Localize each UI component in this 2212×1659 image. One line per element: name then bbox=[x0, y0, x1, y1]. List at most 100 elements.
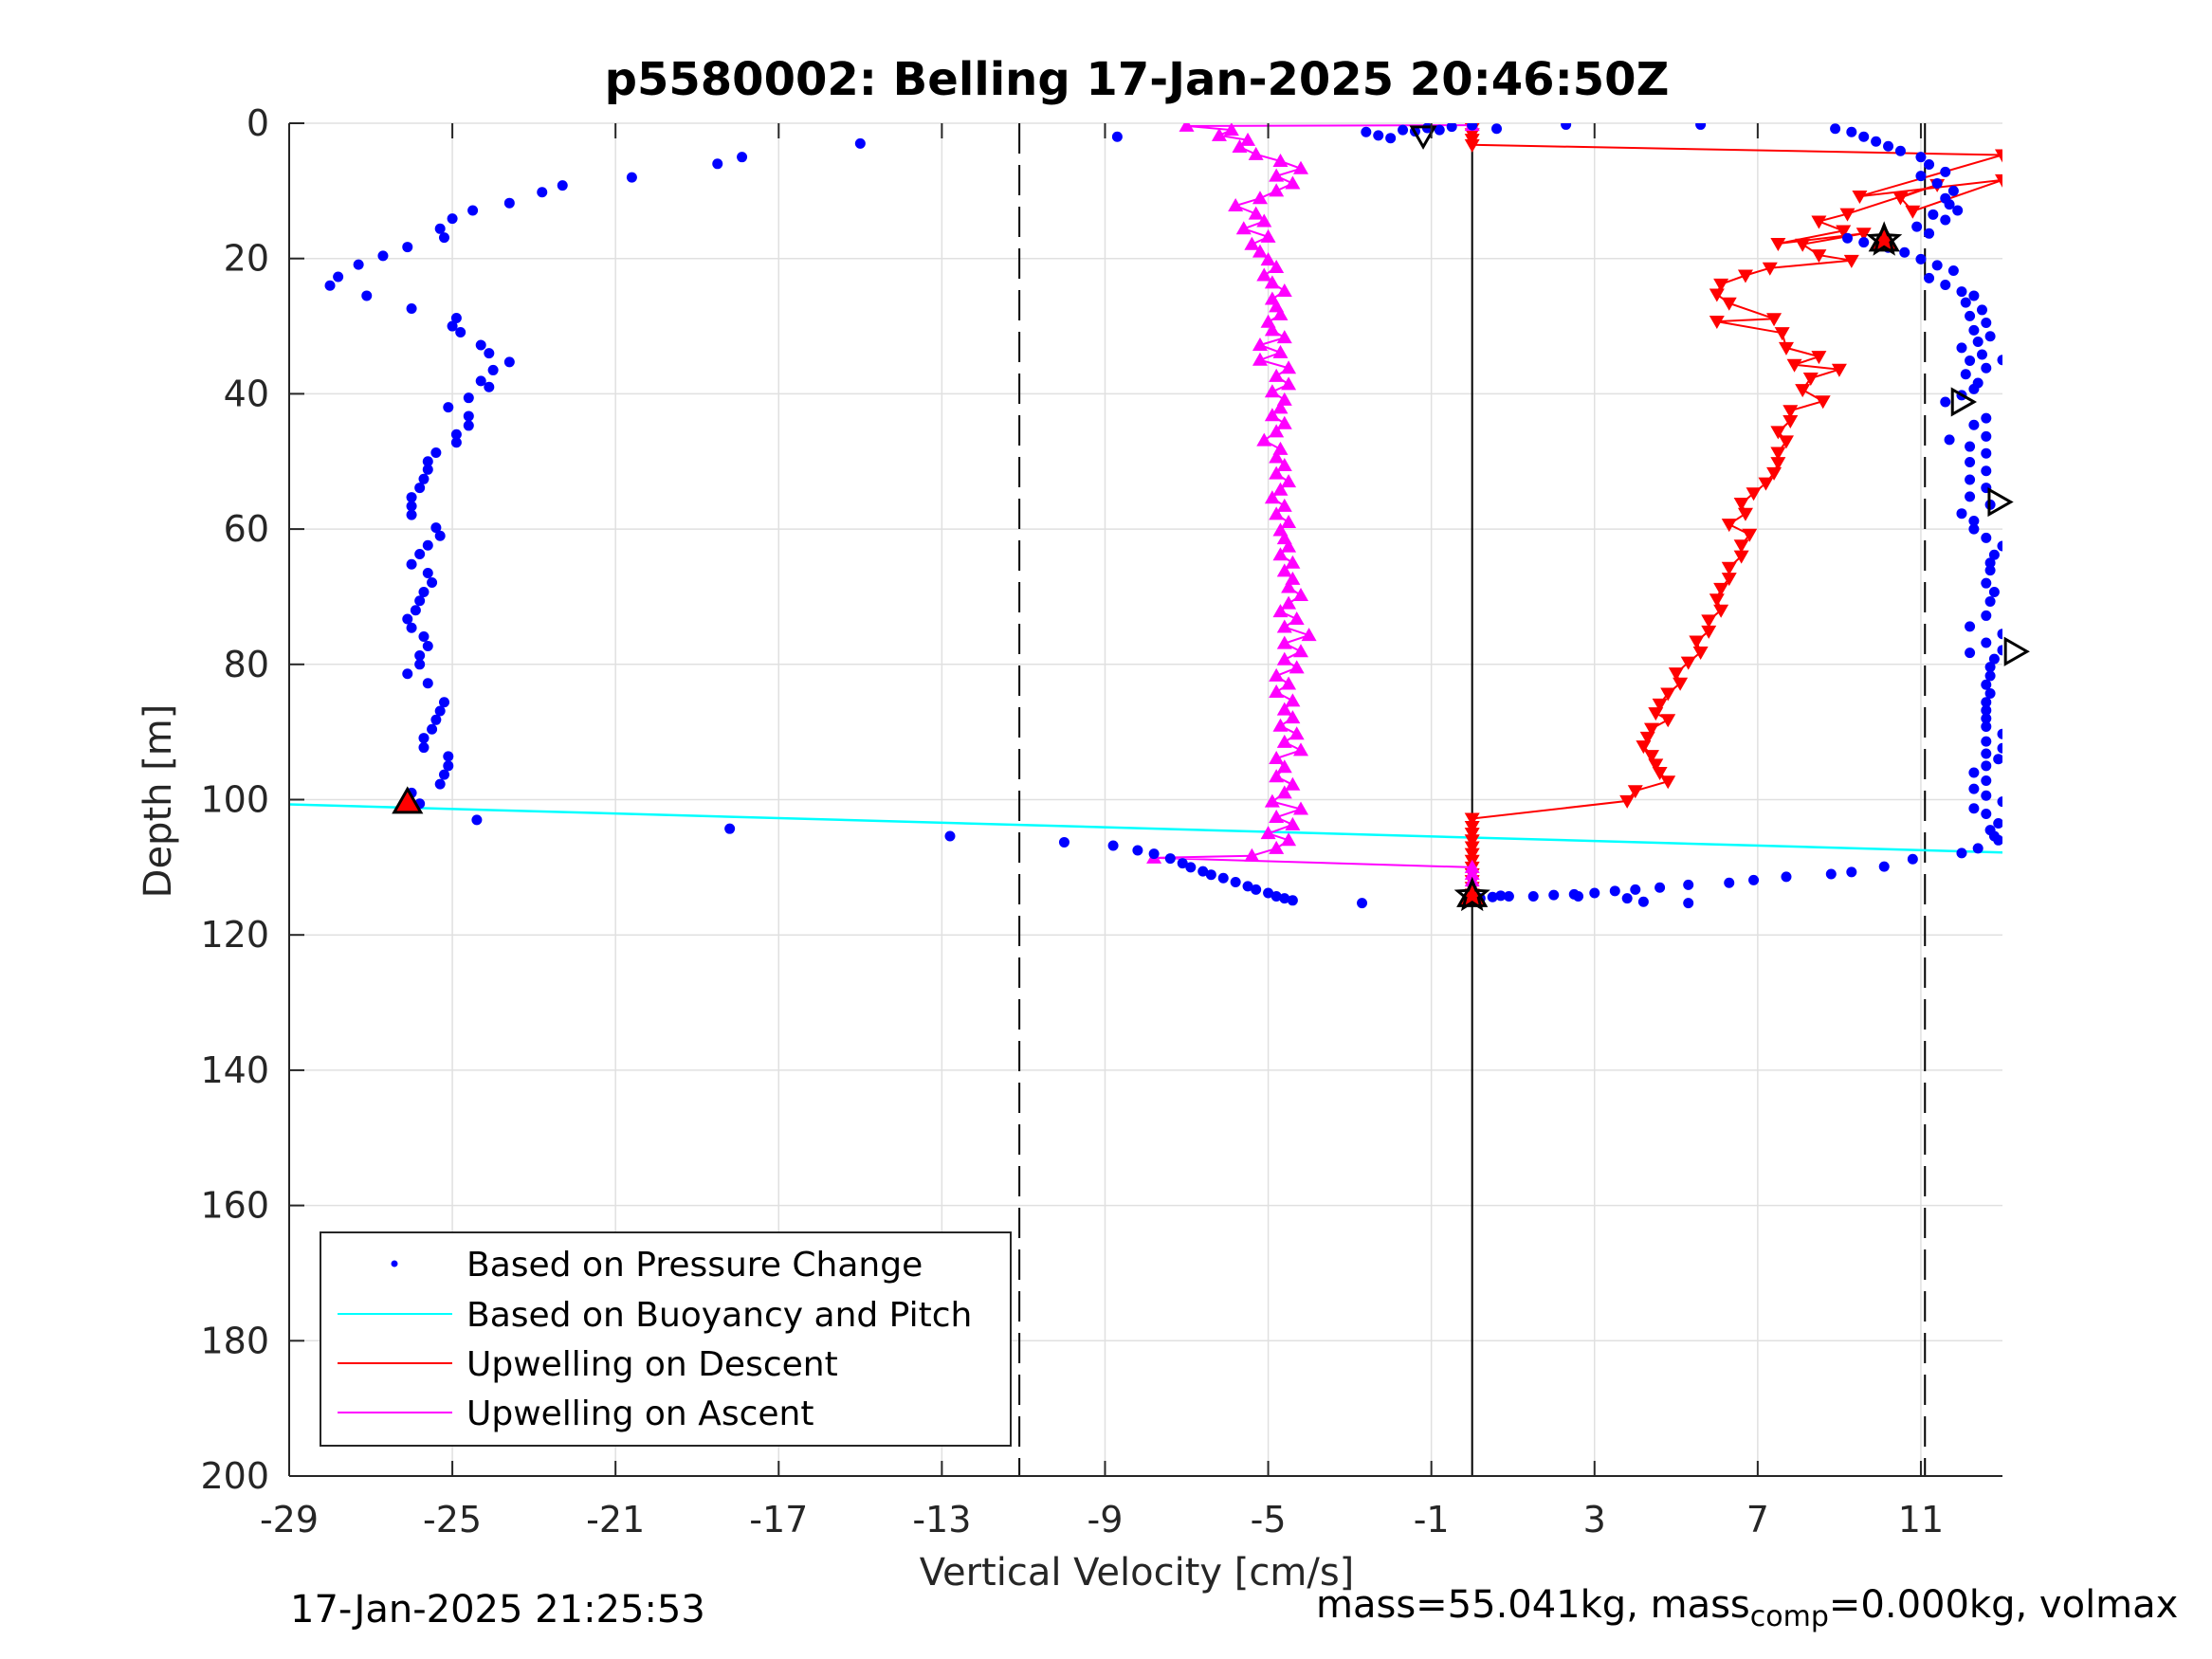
ascent-point bbox=[1269, 368, 1285, 382]
pressure-point bbox=[1271, 891, 1282, 902]
x-tick-label: 7 bbox=[1746, 1499, 1769, 1540]
descent-point bbox=[1721, 573, 1737, 587]
pressure-point bbox=[430, 447, 442, 458]
pressure-point bbox=[1842, 232, 1854, 244]
star-marker bbox=[1866, 221, 1903, 256]
pressure-point bbox=[1915, 171, 1927, 182]
pressure-point bbox=[467, 205, 479, 216]
descent-point bbox=[1733, 550, 1749, 564]
mass-sub: comp bbox=[1749, 1600, 1829, 1633]
ascent-point bbox=[1292, 742, 1308, 757]
pressure-point bbox=[1830, 123, 1841, 135]
ascent-point bbox=[1232, 138, 1248, 153]
pressure-point bbox=[475, 339, 486, 351]
descent-point bbox=[1701, 614, 1717, 629]
ascent-point bbox=[1252, 244, 1268, 258]
pressure-point bbox=[1197, 866, 1209, 877]
pressure-point bbox=[1230, 877, 1241, 888]
pressure-point bbox=[1846, 866, 1857, 878]
pressure-point bbox=[1148, 848, 1160, 860]
pressure-point bbox=[1858, 237, 1870, 248]
pressure-point bbox=[1981, 713, 1992, 724]
descent-point bbox=[1464, 821, 1480, 835]
pressure-point bbox=[1993, 834, 2002, 846]
pressure-point bbox=[1878, 861, 1890, 872]
descent-point bbox=[1464, 828, 1480, 842]
descent-point bbox=[1852, 191, 1868, 205]
pressure-point bbox=[414, 548, 426, 559]
ascent-point bbox=[1276, 283, 1292, 297]
descent-point bbox=[1643, 722, 1659, 737]
descent-point bbox=[1701, 625, 1717, 639]
hollow-right-triangle-marker bbox=[2003, 636, 2030, 666]
ascent-point bbox=[1256, 213, 1272, 228]
pressure-point bbox=[1177, 858, 1188, 869]
pressure-point bbox=[1107, 840, 1119, 851]
ascent-point bbox=[1285, 175, 1301, 190]
pressure-point bbox=[1683, 879, 1694, 890]
pressure-point bbox=[1573, 891, 1584, 902]
y-tick-label: 120 bbox=[200, 914, 269, 956]
descent-point bbox=[1746, 487, 1762, 501]
descent-point bbox=[1660, 687, 1676, 702]
ascent-point bbox=[1264, 384, 1280, 398]
pressure-point bbox=[1997, 355, 2002, 366]
pressure-point bbox=[1883, 140, 1894, 152]
descent-point bbox=[1639, 731, 1655, 745]
ascent-point bbox=[1269, 506, 1285, 520]
pressure-point bbox=[422, 678, 433, 689]
descent-point bbox=[1721, 297, 1737, 311]
axis-layer: -29 -25 -21 -17 -13 -9 -5 -1 3 7 11020406080100120… bbox=[200, 102, 2002, 1540]
descent-point bbox=[1660, 714, 1676, 728]
ascent-point bbox=[1244, 848, 1260, 862]
pressure-point bbox=[1132, 845, 1143, 856]
pressure-point bbox=[443, 402, 454, 413]
ascent-point bbox=[1276, 563, 1292, 577]
ascent-point bbox=[1289, 726, 1305, 740]
pressure-point bbox=[1981, 748, 1992, 759]
pressure-point bbox=[463, 410, 474, 422]
descent-point bbox=[1811, 249, 1827, 264]
pressure-point bbox=[1981, 775, 1992, 787]
pressure-point bbox=[418, 733, 430, 744]
pressure-point bbox=[414, 650, 426, 662]
descent-point bbox=[1648, 758, 1664, 773]
descent-point bbox=[1762, 262, 1778, 276]
pressure-point bbox=[1981, 577, 1992, 589]
descent-point bbox=[1721, 519, 1737, 533]
pressure-point bbox=[1981, 637, 1992, 648]
pressure-point bbox=[447, 320, 458, 332]
x-tick-label: -1 bbox=[1414, 1499, 1450, 1540]
pressure-point bbox=[1924, 228, 1935, 239]
descent-point bbox=[1648, 707, 1664, 721]
pressure-point bbox=[406, 622, 417, 633]
descent-point bbox=[1778, 341, 1794, 356]
pressure-point bbox=[1965, 310, 1976, 321]
pressure-point bbox=[1993, 754, 2002, 765]
pressure-point bbox=[1924, 159, 1935, 171]
pressure-point bbox=[484, 381, 495, 392]
pressure-point bbox=[422, 456, 433, 467]
x-tick-label: -13 bbox=[912, 1499, 971, 1540]
pressure-point bbox=[1981, 465, 1992, 477]
ascent-point bbox=[1256, 432, 1272, 447]
pressure-point bbox=[1956, 508, 1967, 520]
pressure-point bbox=[1589, 887, 1600, 899]
ascent-point bbox=[1269, 299, 1285, 313]
pressure-point bbox=[430, 714, 442, 725]
pressure-point bbox=[1683, 898, 1694, 909]
pressure-point bbox=[422, 539, 433, 551]
pressure-point bbox=[1952, 205, 1964, 216]
pressure-point bbox=[422, 641, 433, 652]
descent-point bbox=[1782, 405, 1799, 419]
pressure-point bbox=[1981, 317, 1992, 328]
pressure-point bbox=[1997, 540, 2002, 552]
pressure-point bbox=[944, 830, 956, 842]
ascent-point bbox=[1276, 785, 1292, 799]
ascent-point bbox=[1281, 474, 1297, 488]
pressure-point bbox=[450, 428, 462, 440]
pressure-point bbox=[463, 420, 474, 431]
pressure-point bbox=[1984, 557, 1996, 569]
pressure-point bbox=[1981, 736, 1992, 747]
ascent-point bbox=[1276, 635, 1292, 649]
